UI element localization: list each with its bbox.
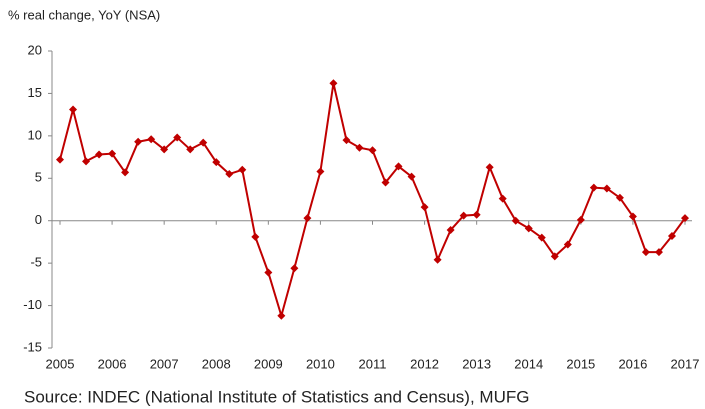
- data-point: [225, 170, 234, 179]
- data-point: [95, 150, 104, 159]
- data-point: [589, 183, 598, 192]
- data-point: [628, 212, 637, 221]
- data-point: [485, 163, 494, 172]
- data-point: [147, 135, 156, 144]
- x-tick-label: 2012: [410, 356, 439, 371]
- data-point: [446, 226, 455, 235]
- data-point: [199, 138, 208, 147]
- data-point: [550, 252, 559, 261]
- data-point: [316, 167, 325, 176]
- data-point: [238, 165, 247, 174]
- data-point: [563, 240, 572, 249]
- y-axis-label: % real change, YoY (NSA): [8, 7, 160, 22]
- y-tick-label: 0: [35, 212, 42, 227]
- x-tick-label: 2015: [566, 356, 595, 371]
- data-point: [681, 214, 689, 223]
- data-point: [524, 224, 533, 233]
- x-tick-label: 2005: [46, 356, 75, 371]
- y-tick-label: 10: [28, 127, 42, 142]
- data-point: [355, 143, 364, 152]
- data-point: [472, 210, 481, 219]
- data-point: [56, 155, 64, 164]
- data-point: [212, 158, 221, 167]
- x-tick-label: 2011: [359, 356, 387, 371]
- data-point: [186, 145, 195, 154]
- data-point: [615, 193, 624, 202]
- x-tick-label: 2006: [98, 356, 127, 371]
- data-point: [160, 145, 169, 154]
- data-point: [381, 178, 390, 187]
- x-tick-label: 2008: [202, 356, 231, 371]
- y-tick-label: 20: [28, 42, 42, 57]
- y-tick-label: -10: [23, 297, 42, 312]
- data-point: [537, 233, 546, 242]
- data-point: [641, 248, 650, 257]
- data-point: [420, 203, 429, 212]
- data-point: [368, 146, 377, 155]
- data-line: [59, 83, 686, 320]
- data-point: [342, 136, 351, 145]
- data-point: [576, 215, 585, 224]
- y-tick-label: 15: [28, 85, 42, 100]
- data-point: [277, 311, 286, 320]
- data-point: [121, 168, 130, 177]
- x-tick-label: 2013: [462, 356, 491, 371]
- x-tick-label: 2007: [150, 356, 179, 371]
- data-point: [602, 184, 611, 193]
- data-point: [498, 194, 507, 203]
- data-point: [264, 268, 273, 277]
- source-note: Source: INDEC (National Institute of Sta…: [24, 387, 529, 406]
- y-tick-label: 5: [35, 170, 42, 185]
- data-point: [407, 172, 416, 181]
- x-tick-label: 2014: [514, 356, 543, 371]
- data-point: [82, 157, 91, 166]
- y-tick-label: -5: [30, 255, 42, 270]
- data-point: [667, 231, 676, 240]
- data-point: [303, 214, 312, 223]
- data-point: [459, 211, 468, 220]
- x-tick-label: 2016: [618, 356, 647, 371]
- x-tick-label: 2010: [306, 356, 335, 371]
- data-point: [251, 232, 260, 241]
- data-point: [394, 162, 403, 171]
- data-point: [329, 79, 338, 88]
- x-tick-label: 2009: [254, 356, 283, 371]
- data-point: [511, 216, 520, 225]
- data-point: [69, 105, 78, 114]
- data-point: [654, 248, 663, 257]
- y-tick-label: -15: [23, 339, 42, 354]
- data-point: [433, 255, 442, 264]
- x-tick-label: 2017: [671, 356, 700, 371]
- data-point: [173, 133, 182, 142]
- data-point: [134, 137, 143, 146]
- data-point: [108, 149, 117, 158]
- data-point: [290, 264, 299, 273]
